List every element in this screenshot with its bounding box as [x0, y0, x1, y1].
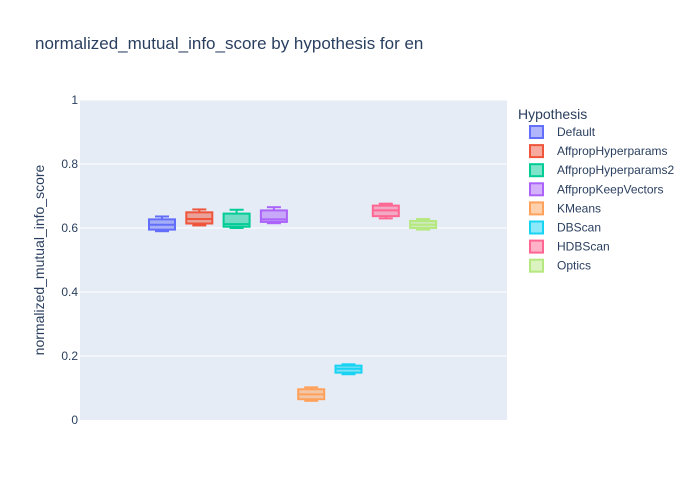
- y-tick-label: 1: [71, 93, 78, 107]
- box-affprophyperparams2: [222, 208, 251, 229]
- legend-swatch: [529, 182, 544, 197]
- legend-label: Default: [557, 125, 596, 139]
- y-tick-label: 0.8: [61, 157, 78, 171]
- legend-swatch: [529, 201, 544, 216]
- legend-item-affprophyperparams[interactable]: AffpropHyperparams: [529, 144, 668, 159]
- legend-swatch: [529, 144, 544, 159]
- legend-swatch: [529, 163, 544, 178]
- box-hdbscan: [371, 202, 400, 220]
- legend-item-hdbscan[interactable]: HDBScan: [529, 239, 610, 254]
- y-tick-label: 0.4: [61, 285, 78, 299]
- box-dbscan: [334, 363, 363, 376]
- legend-label: Optics: [557, 259, 591, 273]
- legend-label: AffpropKeepVectors: [557, 182, 664, 196]
- y-tick-label: 0.2: [61, 349, 78, 363]
- y-tick-label: 0: [71, 413, 78, 427]
- box-default: [148, 215, 176, 233]
- legend-title: Hypothesis: [518, 106, 587, 122]
- legend-item-dbscan[interactable]: DBScan: [529, 220, 601, 235]
- box-affprophyperparams: [185, 208, 214, 227]
- legend: Hypothesis Default AffpropHyperparams Affp…: [518, 106, 674, 273]
- box-plot-series: [148, 202, 438, 402]
- legend-label: AffpropHyperparams2: [557, 163, 674, 177]
- legend-item-affprophyperparams2[interactable]: AffpropHyperparams2: [529, 163, 674, 178]
- box-optics: [409, 218, 438, 231]
- y-axis-ticks: 0 0.2 0.4 0.6 0.8 1: [61, 93, 78, 427]
- legend-swatch: [529, 258, 544, 273]
- legend-label: AffpropHyperparams: [557, 144, 668, 158]
- legend-label: HDBScan: [557, 240, 610, 254]
- legend-swatch: [529, 220, 544, 235]
- legend-label: KMeans: [557, 201, 601, 215]
- plot-background: [80, 100, 507, 420]
- iqr-box: [185, 211, 214, 225]
- y-tick-label: 0.6: [61, 221, 78, 235]
- legend-item-optics[interactable]: Optics: [529, 258, 591, 273]
- box-affpropkeepvectors: [259, 206, 288, 225]
- y-axis-title: normalized_mutual_info_score: [31, 164, 47, 355]
- legend-item-default[interactable]: Default: [529, 125, 596, 139]
- legend-item-kmeans[interactable]: KMeans: [529, 201, 601, 216]
- legend-swatch: [529, 239, 544, 254]
- legend-label: DBScan: [557, 221, 601, 235]
- legend-item-affpropkeepvectors[interactable]: AffpropKeepVectors: [529, 182, 664, 197]
- iqr-box: [259, 209, 288, 223]
- chart-title: normalized_mutual_info_score by hypothes…: [35, 34, 424, 53]
- legend-swatch: [529, 125, 544, 139]
- box-kmeans: [297, 386, 326, 402]
